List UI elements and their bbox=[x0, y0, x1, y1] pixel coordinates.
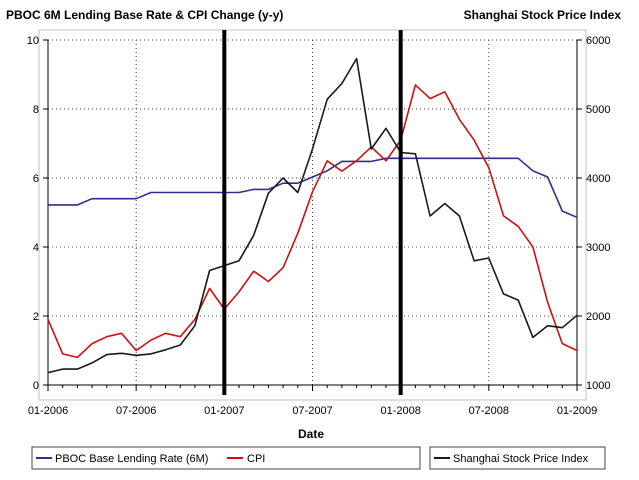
y-left-tick-label: 4 bbox=[33, 242, 39, 254]
plot-frame bbox=[38, 29, 587, 401]
x-tick-label: 07-2007 bbox=[292, 405, 332, 417]
x-tick-label: 07-2008 bbox=[469, 405, 509, 417]
y-right-tick-label: 6000 bbox=[586, 35, 610, 47]
event-markers bbox=[222, 30, 403, 395]
y-right-tick-label: 1000 bbox=[586, 380, 610, 392]
y-left-tick-label: 6 bbox=[33, 173, 39, 185]
series-line-shanghai-stock-price-index bbox=[47, 57, 578, 374]
y-left-tick-label: 10 bbox=[27, 35, 39, 47]
x-axis-label: Date bbox=[298, 427, 324, 441]
y-left-tick-label: 8 bbox=[33, 104, 39, 116]
x-tick-label: 07-2006 bbox=[116, 405, 156, 417]
legend-label-stock: Shanghai Stock Price Index bbox=[453, 453, 589, 465]
series-layer bbox=[47, 57, 578, 374]
x-tick-label: 01-2008 bbox=[380, 405, 420, 417]
x-tick-label: 01-2006 bbox=[28, 405, 68, 417]
y-right-tick-label: 5000 bbox=[586, 104, 610, 116]
series-line-cpi bbox=[47, 84, 578, 359]
y-left-tick-label: 2 bbox=[33, 311, 39, 323]
chart-title-left: PBOC 6M Lending Base Rate & CPI Change (… bbox=[6, 8, 283, 22]
legend-label-cpi: CPI bbox=[247, 453, 265, 465]
y-left-tick-label: 0 bbox=[33, 380, 39, 392]
series-line-pboc-base-lending-rate-6m bbox=[48, 157, 578, 219]
chart-title-right: Shanghai Stock Price Index bbox=[464, 8, 622, 22]
x-tick-label: 01-2007 bbox=[204, 405, 244, 417]
gridlines bbox=[48, 39, 577, 385]
legend-box-right bbox=[429, 446, 606, 470]
x-tick-label: 01-2009 bbox=[557, 405, 597, 417]
axes: 0 2 4 6 8 10 1000 2000 3000 4000 5000 6000 01-2006 07… bbox=[27, 35, 611, 417]
y-right-tick-label: 2000 bbox=[586, 311, 610, 323]
legend: PBOC Base Lending Rate (6M) CPI Shanghai… bbox=[31, 446, 606, 470]
legend-label-rate: PBOC Base Lending Rate (6M) bbox=[55, 453, 208, 465]
legend-box-left bbox=[31, 446, 421, 470]
y-right-tick-label: 3000 bbox=[586, 242, 610, 254]
y-right-tick-label: 4000 bbox=[586, 173, 610, 185]
